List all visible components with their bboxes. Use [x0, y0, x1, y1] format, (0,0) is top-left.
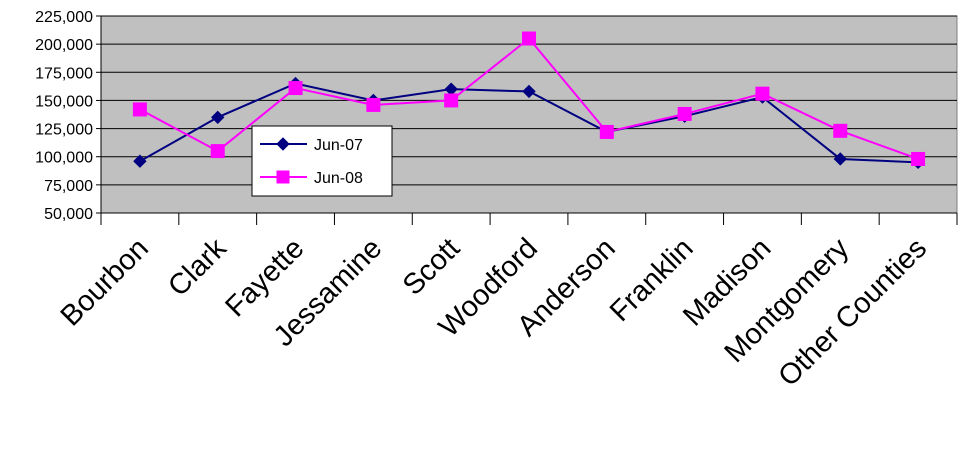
y-tick-label: 75,000 — [44, 178, 93, 195]
series-layer — [132, 31, 926, 170]
data-point — [522, 31, 536, 46]
series-jun-08 — [132, 31, 926, 166]
data-point — [276, 170, 290, 184]
y-tick-label: 50,000 — [44, 206, 93, 223]
data-point — [133, 154, 147, 168]
data-point — [755, 86, 770, 101]
y-tick-label: 175,000 — [35, 65, 93, 82]
y-tick-label: 200,000 — [35, 37, 93, 54]
legend-box — [251, 125, 393, 197]
y-axis: 50,000 75,000 100,000 125,000 150,000 175,000… — [35, 9, 102, 223]
data-point — [522, 84, 536, 99]
y-tick-label: 150,000 — [35, 93, 93, 110]
x-tick-label: Bourbon — [55, 232, 155, 332]
gridlines — [101, 15, 957, 214]
legend-label: Jun-07 — [314, 137, 363, 154]
legend-label: Jun-08 — [314, 170, 363, 187]
data-point — [211, 110, 225, 125]
y-tick-label: 225,000 — [35, 9, 93, 26]
data-point — [833, 123, 848, 138]
data-point — [911, 151, 926, 166]
x-tick-label: Clark — [162, 232, 233, 303]
legend-item-jun-08: Jun-08 — [260, 170, 363, 187]
data-point — [276, 137, 290, 151]
data-point — [366, 97, 381, 112]
data-point — [288, 81, 303, 96]
data-point — [210, 144, 225, 159]
plot-area — [100, 15, 958, 214]
data-point — [833, 152, 847, 166]
data-point — [132, 102, 147, 117]
x-tick-label: Scott — [397, 232, 466, 301]
data-point — [444, 93, 459, 108]
y-tick-label: 100,000 — [35, 150, 93, 167]
data-point — [599, 124, 614, 139]
y-tick-label: 125,000 — [35, 122, 93, 139]
data-point — [677, 106, 692, 121]
legend-item-jun-07: Jun-07 — [260, 137, 363, 154]
legend: Jun-07 Jun-08 — [251, 125, 393, 197]
